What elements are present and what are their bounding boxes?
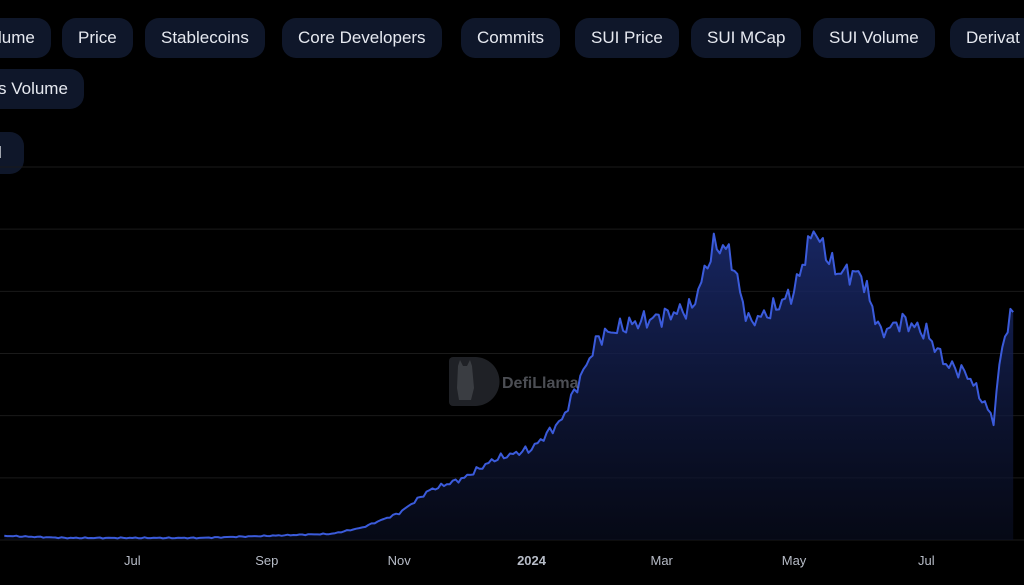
- x-tick-label: Mar: [650, 553, 673, 568]
- pill-stablecoins[interactable]: Stablecoins: [145, 18, 265, 58]
- pill-sui-volume[interactable]: SUI Volume: [813, 18, 935, 58]
- x-axis-ticks: Jul Sep Nov 2024 Mar May Jul: [124, 553, 935, 568]
- pill-derivatives[interactable]: Derivat: [950, 18, 1024, 58]
- x-tick-label: Sep: [255, 553, 278, 568]
- x-tick-label: Jul: [124, 553, 141, 568]
- pill-sui-price[interactable]: SUI Price: [575, 18, 679, 58]
- chart-line: [4, 230, 1014, 540]
- pill-volume[interactable]: lume: [0, 18, 51, 58]
- pill-commits[interactable]: Commits: [461, 18, 561, 58]
- x-tick-label: Nov: [388, 553, 412, 568]
- watermark: DefiLlama: [449, 357, 579, 406]
- chart-area: [4, 231, 1014, 540]
- pill-sui-mcap[interactable]: SUI MCap: [691, 18, 802, 58]
- pill-derivatives-volume[interactable]: s Volume: [0, 69, 84, 109]
- watermark-text: DefiLlama: [502, 375, 579, 392]
- x-tick-label: 2024: [517, 553, 547, 568]
- llama-logo-icon: [449, 357, 500, 406]
- x-tick-label: May: [782, 553, 807, 568]
- pill-price[interactable]: Price: [62, 18, 133, 58]
- pill-partial[interactable]: l: [0, 132, 24, 174]
- pill-core-developers[interactable]: Core Developers: [282, 18, 442, 58]
- x-tick-label: Jul: [918, 553, 935, 568]
